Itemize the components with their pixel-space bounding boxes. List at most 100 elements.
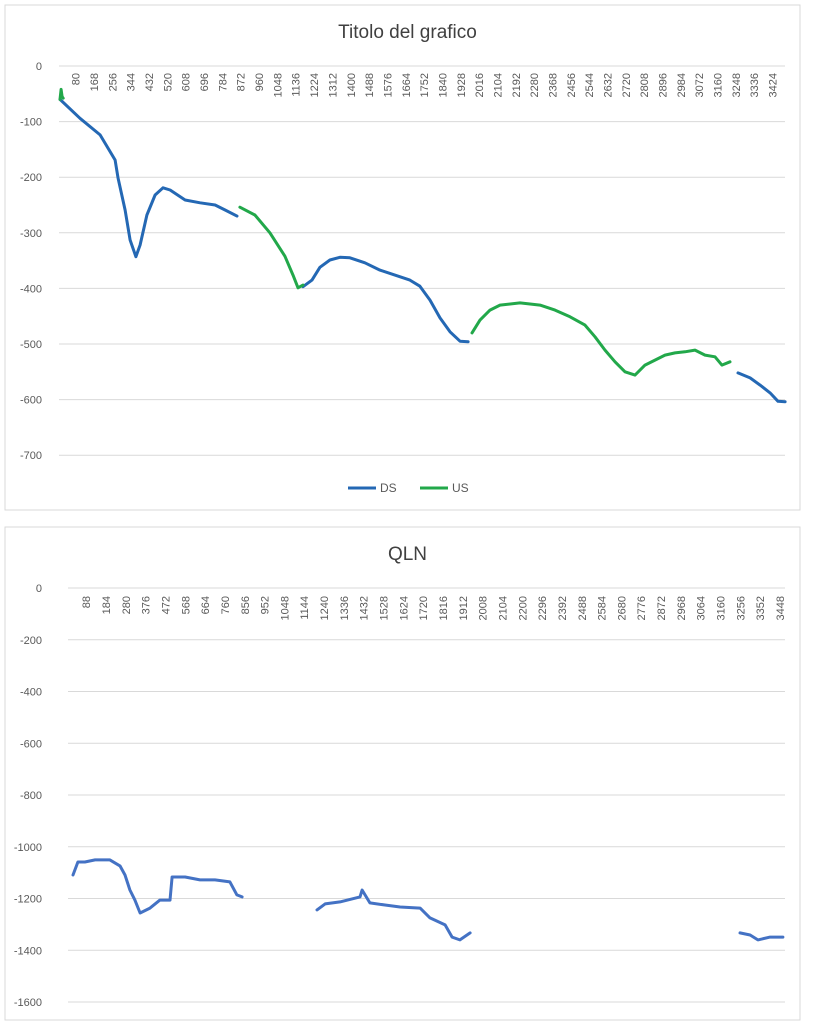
x-tick-label: 2280 — [529, 73, 541, 97]
x-tick-label: 3160 — [713, 73, 725, 97]
x-tick-label: 1224 — [309, 73, 321, 97]
x-tick-label: 472 — [160, 596, 172, 614]
x-tick-label: 872 — [236, 73, 248, 91]
y-tick-label: -1000 — [14, 842, 42, 854]
x-tick-label: 856 — [240, 596, 252, 614]
x-tick-label: 376 — [141, 596, 153, 614]
x-tick-label: 2896 — [658, 73, 670, 97]
x-tick-label: 2968 — [676, 596, 688, 620]
x-tick-label: 344 — [126, 73, 138, 91]
y-tick-label: -600 — [20, 395, 42, 407]
x-tick-label: 1912 — [458, 596, 470, 620]
x-tick-label: 1144 — [299, 596, 311, 620]
x-tick-label: 1336 — [339, 596, 351, 620]
chart-2: QLN 0 -200 -400 -600 -800 -1000 -1200 -1400 -1600… — [4, 526, 801, 1021]
x-tick-label: 1048 — [272, 73, 284, 97]
y-tick-label: -1200 — [14, 894, 42, 906]
y-tick-label: -300 — [20, 228, 42, 240]
x-tick-label: 1624 — [398, 596, 410, 620]
series-line-qln — [71, 858, 244, 915]
y-tick-label: -200 — [20, 635, 42, 647]
x-tick-label: 3352 — [755, 596, 767, 620]
legend-label: US — [452, 481, 469, 495]
x-tick-label: 1664 — [401, 73, 413, 97]
x-tick-label: 2200 — [517, 596, 529, 620]
y-tick-label: -600 — [20, 738, 42, 750]
y-tick-label: -400 — [20, 687, 42, 699]
x-tick-label: 432 — [144, 73, 156, 91]
x-tick-label: 1752 — [419, 73, 431, 97]
x-tick-label: 1840 — [437, 73, 449, 97]
x-tick-label: 1928 — [456, 73, 468, 97]
x-tick-label: 2872 — [656, 596, 668, 620]
x-tick-label: 960 — [254, 73, 266, 91]
x-tick-label: 2632 — [603, 73, 615, 97]
x-tick-label: 3064 — [696, 596, 708, 620]
x-tick-label: 1400 — [346, 73, 358, 97]
x-tick-label: 2584 — [597, 596, 609, 620]
x-tick-label: 3336 — [749, 73, 761, 97]
series-line-ds — [58, 97, 239, 259]
x-tick-label: 3072 — [694, 73, 706, 97]
x-tick-label: 2016 — [474, 73, 486, 97]
x-tick-label: 2392 — [557, 596, 569, 620]
x-tick-label: 664 — [200, 596, 212, 614]
y-tick-label: -400 — [20, 283, 42, 295]
x-tick-label: 784 — [217, 73, 229, 91]
x-tick-label: 1432 — [359, 596, 371, 620]
x-tick-label: 2488 — [577, 596, 589, 620]
x-tick-label: 568 — [180, 596, 192, 614]
chart-title: QLN — [388, 544, 427, 565]
x-tick-label: 3256 — [735, 596, 747, 620]
x-tick-label: 2808 — [639, 73, 651, 97]
x-tick-label: 3448 — [775, 596, 787, 620]
x-tick-label: 1240 — [319, 596, 331, 620]
series-line-qln — [738, 931, 785, 942]
chart-frame — [4, 526, 801, 1021]
x-tick-label: 696 — [199, 73, 211, 91]
series-line-ds — [301, 255, 470, 344]
series-line-qln — [315, 888, 472, 942]
x-tick-label: 2008 — [478, 596, 490, 620]
y-tick-label: 0 — [36, 61, 42, 73]
x-tick-label: 760 — [220, 596, 232, 614]
y-tick-label: -500 — [20, 339, 42, 351]
x-tick-label: 2456 — [566, 73, 578, 97]
y-tick-label: -800 — [20, 790, 42, 802]
x-tick-label: 1488 — [364, 73, 376, 97]
y-tick-label: 0 — [36, 583, 42, 595]
x-tick-label: 280 — [121, 596, 133, 614]
x-tick-label: 952 — [260, 596, 272, 614]
y-tick-label: -1600 — [14, 997, 42, 1009]
x-tick-label: 1816 — [438, 596, 450, 620]
x-tick-label: 2544 — [584, 73, 596, 97]
x-tick-label: 3248 — [731, 73, 743, 97]
x-tick-label: 3160 — [716, 596, 728, 620]
legend-label: DS — [380, 481, 397, 495]
x-tick-label: 1576 — [382, 73, 394, 97]
x-tick-label: 1528 — [379, 596, 391, 620]
chart-frame — [4, 4, 801, 511]
series-line-us — [58, 87, 65, 101]
x-tick-label: 520 — [162, 73, 174, 91]
y-tick-label: -100 — [20, 117, 42, 129]
series-line-ds — [736, 371, 787, 404]
x-tick-label: 1312 — [327, 73, 339, 97]
chart-title: Titolo del grafico — [338, 22, 477, 43]
x-tick-label: 3424 — [768, 73, 780, 97]
x-tick-label: 256 — [107, 73, 119, 91]
y-tick-label: -1400 — [14, 945, 42, 957]
series-line-us — [238, 205, 305, 290]
x-tick-label: 2296 — [537, 596, 549, 620]
x-tick-label: 168 — [89, 73, 101, 91]
x-tick-label: 2776 — [636, 596, 648, 620]
x-tick-label: 1720 — [418, 596, 430, 620]
x-tick-label: 184 — [101, 596, 113, 614]
series-line-us — [470, 301, 732, 377]
x-tick-label: 88 — [81, 596, 93, 608]
x-tick-label: 608 — [181, 73, 193, 91]
x-tick-label: 1048 — [279, 596, 291, 620]
x-tick-label: 2192 — [511, 73, 523, 97]
y-tick-label: -200 — [20, 172, 42, 184]
y-tick-label: -700 — [20, 450, 42, 462]
